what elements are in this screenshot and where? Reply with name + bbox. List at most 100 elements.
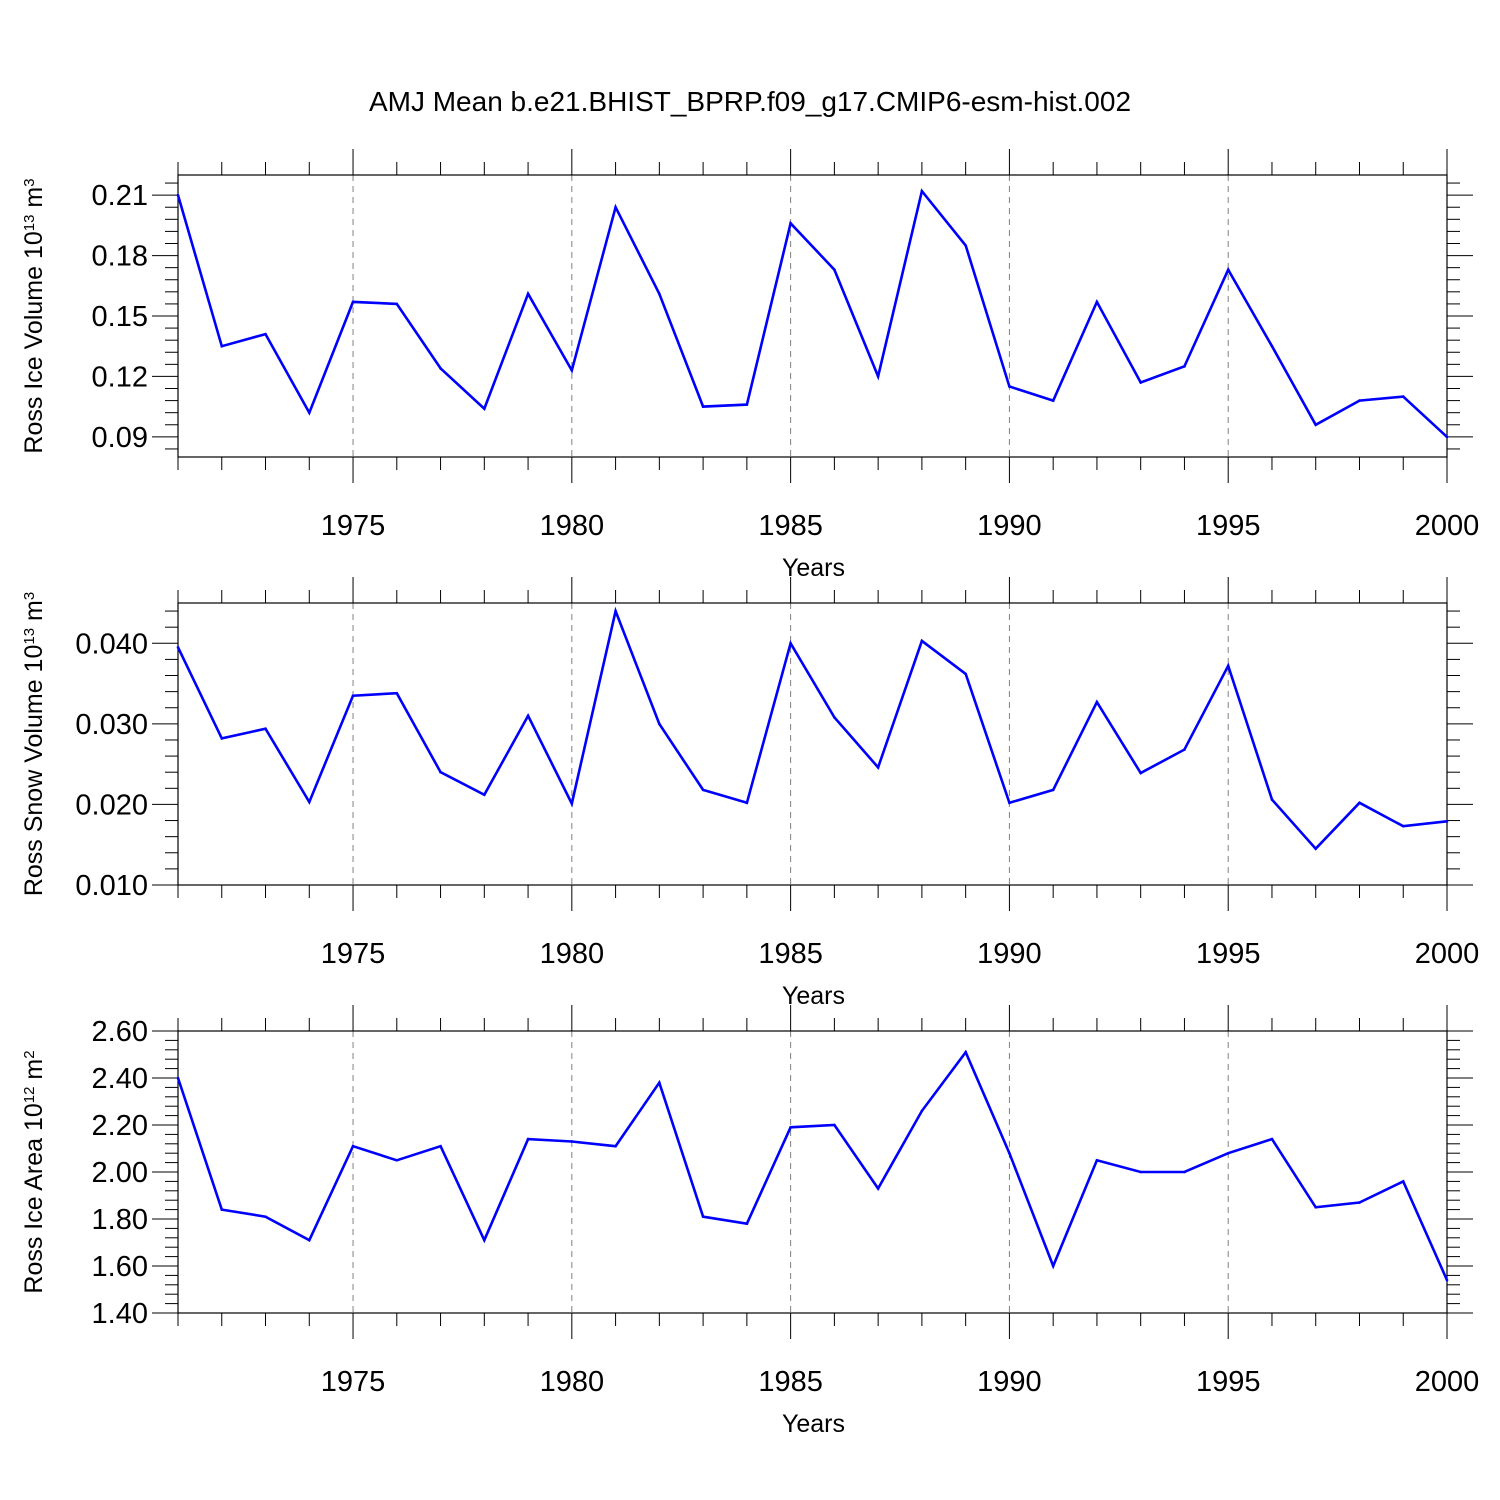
x-tick-label: 1990: [977, 510, 1042, 542]
y-tick-label: 2.00: [92, 1157, 148, 1189]
y-tick-label: 0.12: [92, 361, 148, 393]
y-tick-label: 0.010: [75, 870, 148, 902]
data-point: [1358, 801, 1361, 805]
y-axis-label: Ross Ice Area 1012 m2: [20, 1050, 48, 1293]
y-tick-label: 2.20: [92, 1110, 148, 1142]
data-point: [789, 1126, 792, 1129]
x-tick-label: 1980: [540, 510, 605, 542]
data-point: [701, 788, 705, 792]
data-point: [395, 302, 399, 306]
y-axis-label-superscript: 2: [21, 1050, 38, 1058]
data-point: [1270, 798, 1274, 801]
data-point: [1314, 847, 1318, 851]
data-point: [176, 193, 180, 197]
y-tick-label: 2.60: [92, 1016, 148, 1048]
y-tick-label: 2.40: [92, 1063, 148, 1095]
x-tick-label: 1980: [540, 1366, 605, 1398]
data-point: [220, 737, 224, 740]
x-tick-label: 1985: [758, 510, 823, 542]
y-axis-label-part: Ross Ice Volume 10: [20, 231, 48, 453]
x-tick-label: 1980: [540, 938, 605, 970]
data-point: [964, 1050, 967, 1054]
data-point: [920, 189, 924, 193]
data-point: [1008, 385, 1011, 388]
data-point: [1095, 700, 1099, 704]
data-point: [1008, 1151, 1011, 1155]
x-tick-label: 1975: [321, 510, 386, 542]
y-axis-label-part: m: [20, 1059, 48, 1087]
data-point: [1095, 300, 1099, 304]
x-tick-label: 1995: [1196, 938, 1261, 970]
x-axis-label: Years: [782, 554, 845, 582]
data-point: [745, 403, 749, 406]
plot-frame: [177, 602, 1448, 886]
data-point: [1183, 365, 1186, 368]
x-tick-label: 1975: [321, 938, 386, 970]
data-point: [614, 205, 617, 209]
data-point: [1008, 801, 1011, 805]
data-point: [920, 639, 924, 643]
chart-panel-1: 0.09 0.12 0.15 0.18 0.21 1975 1980 1985 1990 1995…: [20, 149, 1479, 582]
data-point: [745, 801, 749, 805]
x-tick-label: 1995: [1196, 510, 1261, 542]
y-axis-label-part: Ross Snow Volume 10: [20, 645, 48, 897]
data-point: [964, 672, 967, 676]
chart-panel-3: 1.40 1.60 1.80 2.00 2.20 2.40 2.60 1975 1980 1985…: [20, 1005, 1479, 1438]
data-point: [1314, 423, 1318, 427]
data-point: [1401, 395, 1405, 398]
data-point: [658, 292, 661, 296]
data-point: [307, 800, 311, 804]
chart-panel-2: 0.010 0.020 0.030 0.040 1975 1980 1985 1990 1995…: [20, 577, 1479, 1010]
y-tick-label: 0.040: [75, 628, 148, 660]
plot-frame: [177, 1030, 1448, 1314]
y-axis-label-part: m: [20, 187, 48, 215]
chart-panels: 0.09 0.12 0.15 0.18 0.21 1975 1980 1985 1990 1995…: [20, 149, 1479, 1438]
y-axis-label-superscript: 13: [21, 215, 38, 232]
x-axis-label: Years: [782, 982, 845, 1010]
data-point: [176, 646, 180, 649]
data-point: [1445, 820, 1449, 823]
data-point: [1139, 1170, 1142, 1174]
y-tick-label: 1.80: [92, 1204, 148, 1236]
data-point: [1051, 399, 1055, 402]
y-tick-label: 0.020: [75, 789, 148, 821]
data-point: [789, 222, 792, 225]
y-tick-label: 0.15: [92, 301, 148, 333]
series-line: [176, 1049, 1449, 1281]
data-point: [264, 332, 267, 336]
data-point: [570, 369, 574, 372]
y-axis-label-superscript: 3: [21, 592, 38, 600]
data-point: [1183, 748, 1186, 751]
y-axis-label: Ross Ice Volume 1013 m3: [20, 178, 48, 453]
data-point: [220, 1208, 224, 1211]
y-tick-label: 0.18: [92, 241, 148, 273]
data-point: [876, 375, 880, 378]
data-point: [395, 1158, 399, 1162]
data-point: [483, 793, 486, 797]
data-point: [570, 1140, 574, 1143]
data-point: [833, 268, 836, 271]
data-point: [1401, 824, 1405, 828]
data-point: [1358, 399, 1361, 402]
x-axis-label: Years: [782, 1410, 845, 1438]
data-point: [1139, 771, 1142, 775]
data-point: [658, 722, 661, 726]
data-point: [1270, 344, 1274, 348]
data-point: [1270, 1137, 1274, 1141]
x-tick-label: 1985: [758, 938, 823, 970]
data-point: [701, 405, 705, 408]
data-point: [526, 292, 530, 296]
x-tick-label: 2000: [1415, 1366, 1480, 1398]
data-point: [745, 1222, 749, 1225]
data-point: [351, 694, 355, 697]
data-point: [876, 1187, 880, 1190]
data-point: [658, 1081, 661, 1084]
y-axis-label-part: Ross Ice Area 10: [20, 1103, 48, 1293]
data-point: [920, 1109, 924, 1113]
data-point: [1095, 1158, 1099, 1162]
series-line: [176, 606, 1448, 851]
data-point: [614, 1144, 617, 1148]
data-point: [1051, 788, 1055, 792]
data-point: [351, 1144, 355, 1148]
